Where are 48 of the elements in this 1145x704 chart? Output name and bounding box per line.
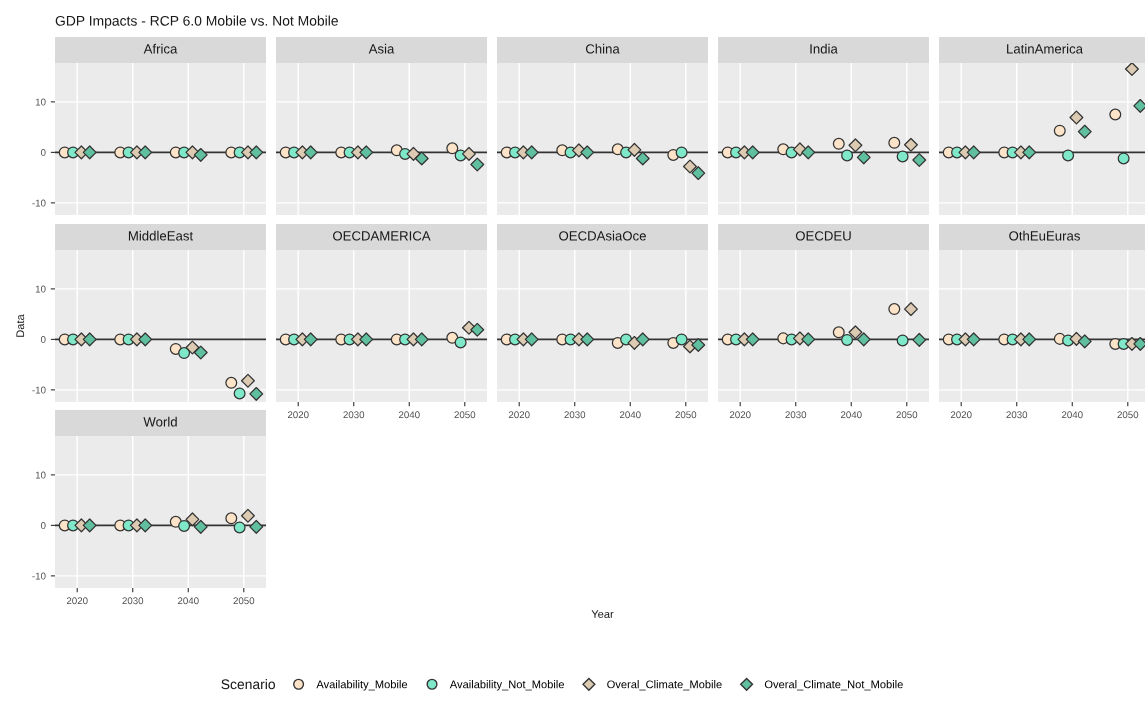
chart-subtitle: China [585,43,620,54]
x-tick-label: 2040 [177,597,199,605]
y-tick-label: -10 [32,572,46,580]
chart-subtitle: World [143,416,177,427]
x-tick-label: 2020 [508,411,530,419]
x-tick-label: 2020 [66,597,88,605]
y-tick-label: -10 [32,386,46,394]
chart-subtitle: Africa [143,43,178,54]
y-tick-label: 0 [40,522,46,529]
y-axis-title: Data [16,314,25,337]
x-tick-label: 2050 [675,411,697,419]
legend-label: Availability_Mobile [316,680,408,691]
chart-subtitle: MiddleEast [128,230,194,241]
x-tick-label: 2030 [785,411,807,419]
x-tick-label: 2040 [840,411,862,419]
x-tick-label: 2030 [122,597,144,605]
y-tick-label: 10 [35,285,46,293]
x-axis-title: Year [591,610,614,618]
chart-subtitle: Asia [368,43,395,54]
x-tick-label: 2030 [343,411,365,419]
y-tick-label: 10 [35,471,46,479]
x-tick-label: 2020 [729,411,751,419]
x-tick-label: 2050 [896,411,918,419]
chart-subtitle: OECDAMERICA [333,231,431,241]
x-tick-label: 2040 [1061,411,1083,419]
chart-title: GDP Impacts - RCP 6.0 Mobile vs. Not Mobile [55,15,338,29]
x-tick-label: 2040 [619,411,641,419]
legend-label: Overal_Climate_Mobile [607,680,722,691]
y-tick-label: -10 [32,199,46,207]
x-tick-label: 2050 [1117,411,1139,419]
chart-subtitle: LatinAmerica [1007,43,1083,54]
x-tick-label: 2020 [950,411,972,419]
x-tick-label: 2040 [398,411,420,419]
y-tick-label: 0 [40,149,46,156]
chart-subtitle: OECDEU [795,231,851,241]
y-tick-label: 0 [40,336,46,343]
x-tick-label: 2050 [454,411,476,419]
y-tick-label: 10 [35,98,46,106]
chart-subtitle: OthEuEuras [1009,230,1080,241]
chart-subtitle: OECDAsiaOce [559,230,646,241]
x-tick-label: 2050 [233,597,255,605]
chart-subtitle: India [810,43,838,54]
legend-label: Availability_Not_Mobile [449,680,564,691]
legend-label: Overal_Climate_Not_Mobile [764,680,903,691]
x-tick-label: 2030 [564,411,586,419]
x-tick-label: 2030 [1006,411,1028,419]
legend-title: Scenario [221,679,275,690]
x-tick-label: 2020 [287,411,309,419]
